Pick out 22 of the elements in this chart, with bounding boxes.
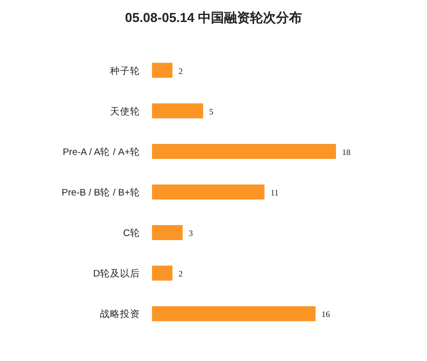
bar [152, 306, 316, 322]
bar [152, 103, 204, 118]
y-tick-label: Pre-A / A轮 / A+轮 [62, 146, 140, 158]
data-label: 2 [178, 66, 183, 76]
data-label: 3 [188, 228, 193, 238]
y-tick-label: Pre-B / B轮 / B+轮 [62, 186, 140, 198]
y-tick-label: 天使轮 [110, 105, 140, 118]
bar [152, 62, 172, 78]
bar [152, 225, 183, 240]
y-tick-label: C轮 [123, 227, 140, 240]
y-tick-label: 种子轮 [110, 64, 140, 77]
bar [152, 184, 264, 200]
data-label: 18 [342, 146, 350, 157]
bar [152, 144, 336, 159]
data-label: 16 [322, 309, 330, 320]
y-tick-label: D轮及以后 [93, 268, 140, 280]
data-label: 2 [178, 268, 183, 279]
bar [152, 266, 172, 281]
data-label: 11 [270, 188, 279, 198]
chart-title: 05.08-05.14 中国融资轮次分布 [124, 10, 302, 25]
y-tick-label: 战略投资 [100, 308, 140, 320]
data-label: 5 [209, 106, 214, 116]
